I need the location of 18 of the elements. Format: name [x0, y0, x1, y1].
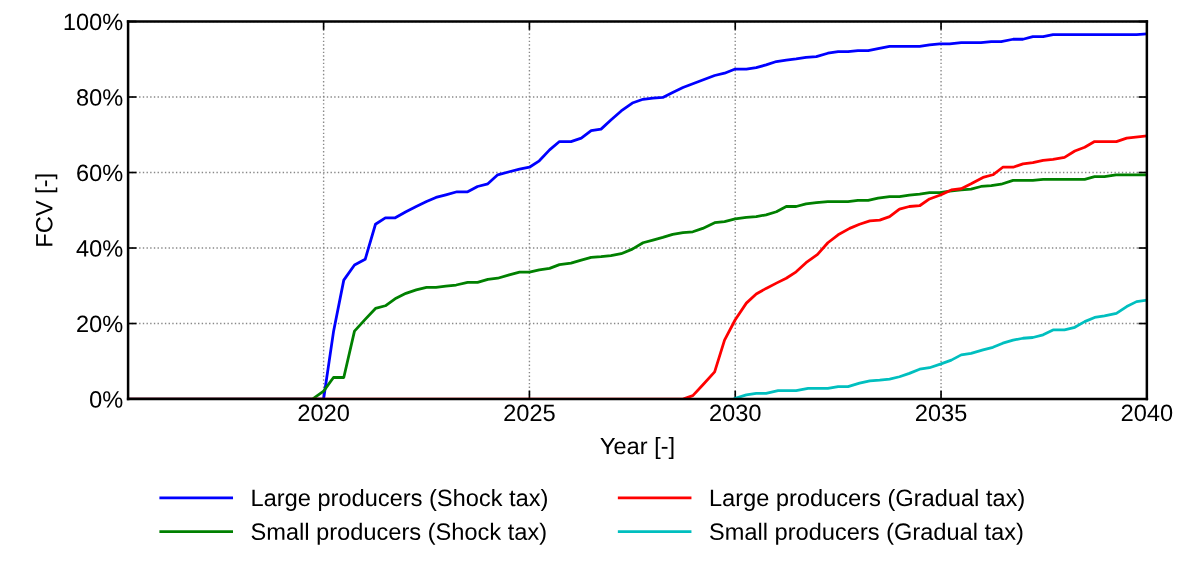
x-tick-label: 2040	[1121, 404, 1173, 422]
legend-label: Small producers (Gradual tax)	[710, 522, 1023, 545]
x-tick-label: 2035	[915, 404, 967, 422]
y-axis-title: FCV [-]	[35, 174, 58, 246]
y-tick-label: 0%	[90, 391, 123, 408]
line-series	[733, 298, 1147, 400]
y-tick-label: 60%	[77, 164, 123, 182]
y-tick-label: 40%	[76, 240, 123, 257]
x-tick-label: 2025	[504, 404, 555, 422]
legend-label: Small producers (Shock tax)	[251, 522, 546, 545]
legend-label: Large producers (Shock tax)	[252, 488, 547, 511]
x-axis-title: Year [-]	[600, 437, 674, 460]
y-tick-label: 20%	[77, 315, 123, 333]
legend-label: Large producers (Gradual tax)	[710, 488, 1024, 511]
x-tick-label: 2020	[298, 404, 349, 422]
y-tick-label: 100%	[64, 13, 123, 31]
y-tick-label: 80%	[77, 89, 123, 106]
x-tick-label: 2030	[710, 404, 761, 422]
